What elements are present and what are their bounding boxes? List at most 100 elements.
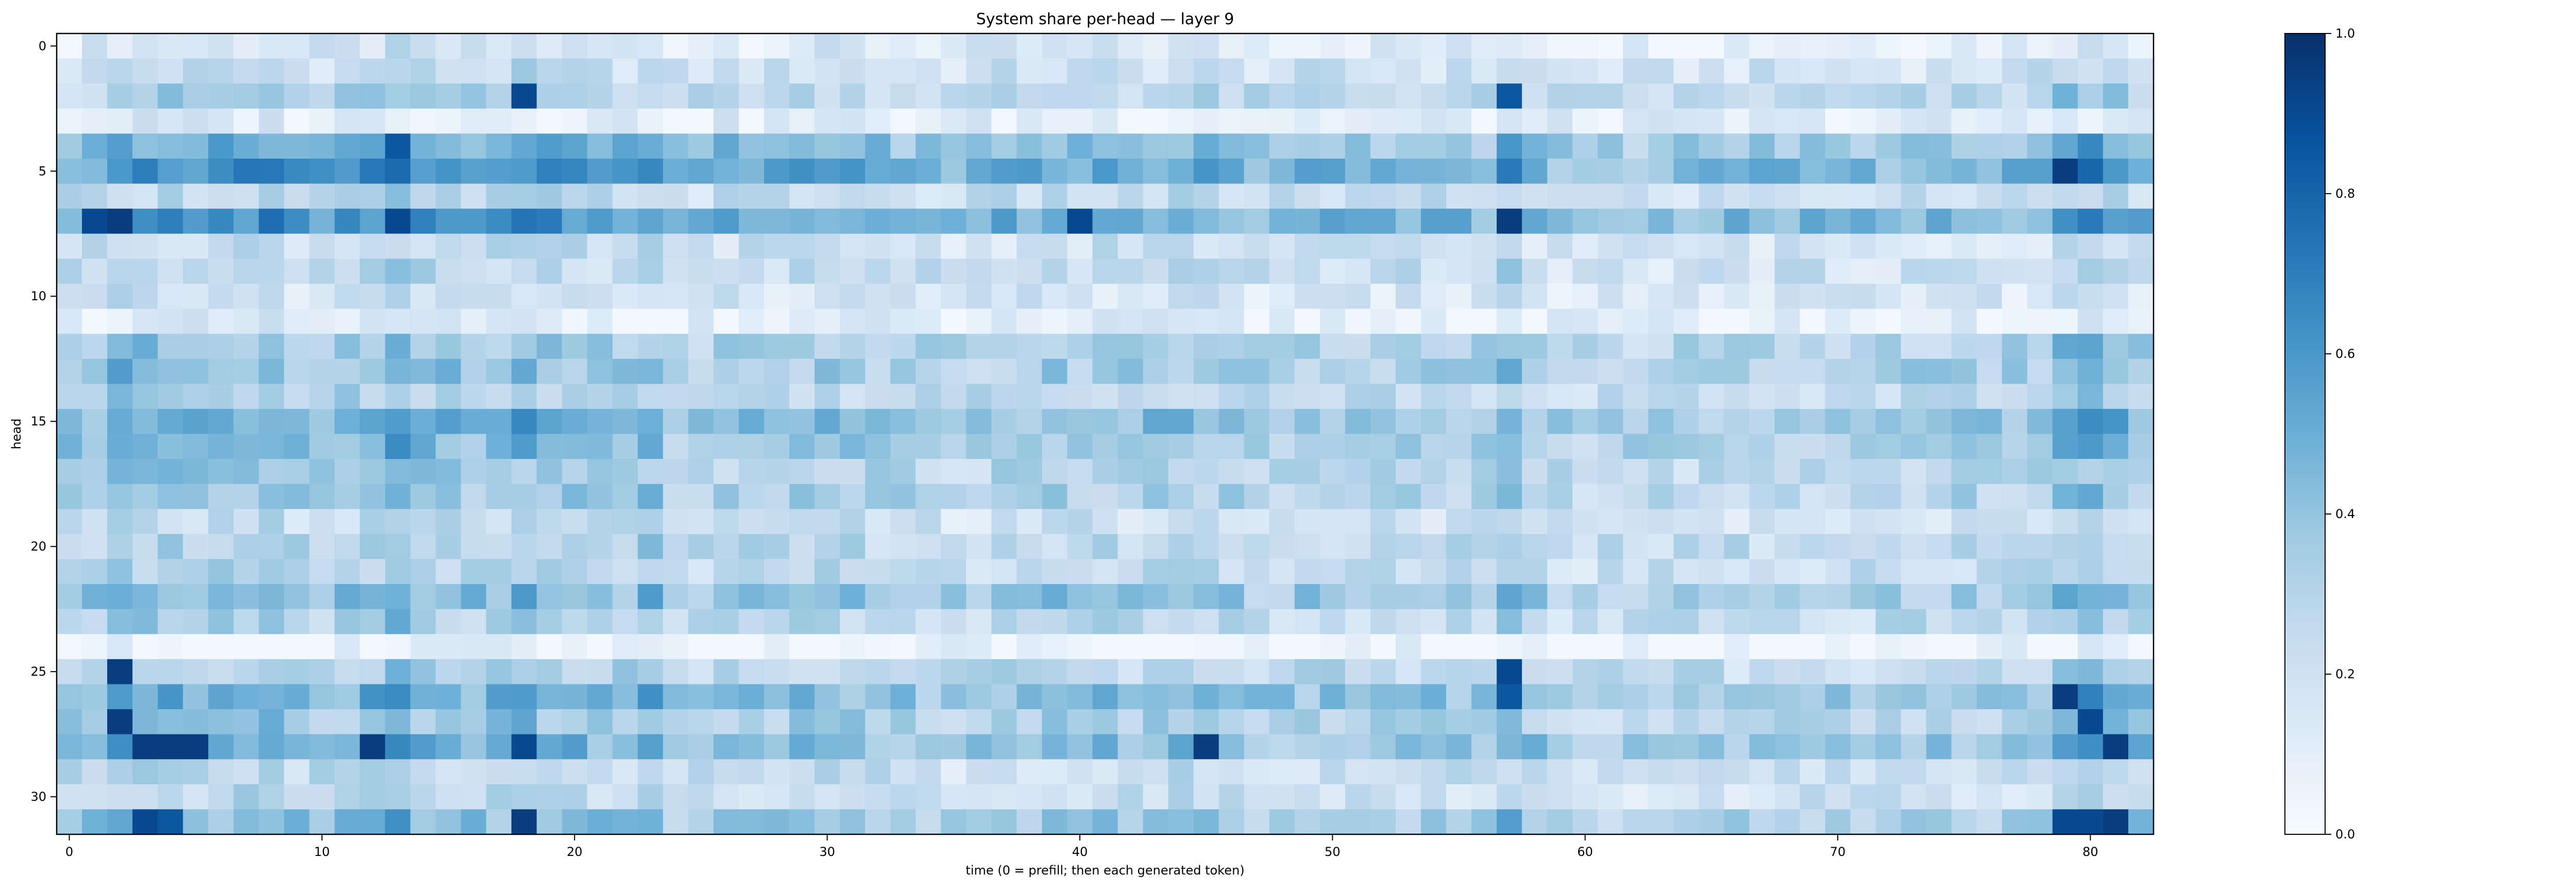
- heatmap-cell: [1976, 83, 2003, 109]
- heatmap-cell: [1673, 609, 1699, 634]
- heatmap-cell: [637, 634, 664, 660]
- heatmap-cell: [2128, 308, 2154, 334]
- heatmap-cell: [2128, 609, 2154, 634]
- heatmap-cell: [1699, 484, 1724, 509]
- heatmap-cell: [2027, 709, 2053, 735]
- heatmap-cell: [1395, 308, 1421, 334]
- heatmap-cell: [612, 509, 638, 535]
- heatmap-cell: [1143, 158, 1169, 184]
- heatmap-cell: [1724, 534, 1750, 560]
- heatmap-cell: [233, 709, 259, 735]
- heatmap-cell: [764, 259, 790, 284]
- heatmap-cell: [1319, 33, 1346, 59]
- heatmap-cell: [1395, 83, 1421, 109]
- heatmap-cell: [1244, 484, 1270, 509]
- heatmap-cell: [1497, 734, 1522, 760]
- heatmap-cell: [815, 459, 840, 485]
- heatmap-cell: [1067, 158, 1093, 184]
- heatmap-cell: [562, 559, 588, 585]
- heatmap-cell: [1825, 709, 1851, 735]
- heatmap-cell: [1623, 58, 1649, 84]
- heatmap-cell: [2128, 584, 2154, 610]
- heatmap-cell: [688, 534, 714, 560]
- heatmap-cell: [1976, 609, 2003, 634]
- heatmap-cell: [1648, 108, 1674, 134]
- heatmap-cell: [1850, 358, 1876, 384]
- heatmap-cell: [1294, 734, 1320, 760]
- heatmap-cell: [966, 809, 992, 835]
- heatmap-cell: [486, 584, 512, 610]
- heatmap-cell: [637, 33, 664, 59]
- heatmap-cell: [2128, 459, 2154, 485]
- heatmap-cell: [789, 283, 815, 310]
- heatmap-cell: [1269, 809, 1295, 835]
- heatmap-cell: [840, 209, 866, 234]
- heatmap-cell: [966, 609, 992, 634]
- heatmap-cell: [1319, 684, 1346, 710]
- heatmap-cell: [890, 33, 916, 59]
- heatmap-cell: [82, 809, 108, 835]
- heatmap-cell: [208, 259, 234, 284]
- heatmap-cell: [385, 308, 411, 334]
- heatmap-cell: [1497, 384, 1522, 409]
- heatmap-cell: [637, 609, 664, 634]
- heatmap-cell: [1345, 534, 1371, 560]
- heatmap-cell: [1774, 183, 1801, 209]
- heatmap-cell: [233, 584, 259, 610]
- heatmap-cell: [183, 183, 209, 209]
- heatmap-cell: [1446, 308, 1472, 334]
- heatmap-cell: [2002, 534, 2028, 560]
- heatmap-cell: [1547, 58, 1573, 84]
- heatmap-cell: [1901, 634, 1927, 660]
- heatmap-cell: [966, 158, 992, 184]
- heatmap-cell: [1623, 233, 1649, 259]
- heatmap-cell: [1976, 233, 2003, 259]
- heatmap-cell: [1800, 559, 1826, 585]
- heatmap-cell: [1951, 408, 1977, 435]
- heatmap-cell: [1395, 609, 1421, 634]
- heatmap-cell: [1547, 384, 1573, 409]
- heatmap-cell: [941, 434, 967, 459]
- heatmap-cell: [1143, 358, 1169, 384]
- heatmap-cell: [536, 634, 563, 660]
- heatmap-cell: [764, 334, 790, 359]
- colorbar-ticks: 0.00.20.40.60.81.0: [2325, 26, 2355, 842]
- heatmap-cell: [916, 709, 941, 735]
- heatmap-cell: [713, 384, 739, 409]
- heatmap-cell: [612, 83, 638, 109]
- heatmap-cell: [1850, 308, 1876, 334]
- heatmap-cell: [410, 709, 436, 735]
- heatmap-cell: [1724, 709, 1750, 735]
- heatmap-cell: [1724, 659, 1750, 685]
- heatmap-cell: [82, 283, 108, 310]
- heatmap-cell: [208, 734, 234, 760]
- heatmap-cell: [511, 33, 537, 59]
- heatmap-cell: [1749, 434, 1775, 459]
- heatmap-cell: [536, 659, 563, 685]
- heatmap-cell: [1749, 709, 1775, 735]
- heatmap-cell: [1598, 358, 1623, 384]
- heatmap-cell: [1420, 509, 1447, 535]
- heatmap-cell: [840, 559, 866, 585]
- heatmap-cell: [1092, 233, 1118, 259]
- heatmap-cell: [1143, 784, 1169, 810]
- heatmap-cell: [1749, 358, 1775, 384]
- heatmap-cell: [2052, 434, 2078, 459]
- heatmap-cell: [183, 209, 209, 234]
- heatmap-cell: [1092, 484, 1118, 509]
- heatmap-cell: [1522, 158, 1548, 184]
- heatmap-cell: [233, 283, 259, 310]
- heatmap-cell: [991, 734, 1017, 760]
- heatmap-cell: [612, 484, 638, 509]
- heatmap-cell: [966, 759, 992, 785]
- heatmap-cell: [1168, 559, 1194, 585]
- heatmap-cell: [1345, 209, 1371, 234]
- heatmap-cell: [789, 209, 815, 234]
- heatmap-cell: [1648, 358, 1674, 384]
- heatmap-cell: [1319, 784, 1346, 810]
- heatmap-cell: [789, 634, 815, 660]
- heatmap-cell: [1143, 408, 1169, 435]
- heatmap-cell: [1218, 509, 1245, 535]
- heatmap-cell: [158, 358, 183, 384]
- heatmap-cell: [2027, 609, 2053, 634]
